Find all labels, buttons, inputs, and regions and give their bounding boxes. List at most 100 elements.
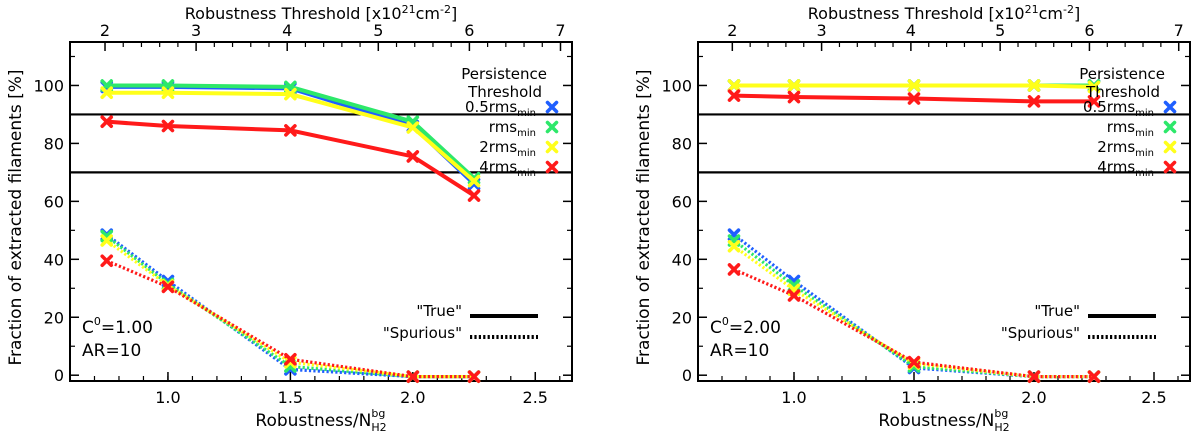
x-tick-label: 2.0 xyxy=(400,388,425,407)
spurious-point-4rms xyxy=(100,254,114,268)
true-point-2rms xyxy=(406,121,420,134)
x-axis-sup: bg xyxy=(371,407,385,420)
x-tick-label: 1.0 xyxy=(781,388,806,407)
legend-entry-0.5rms: 0.5rmsmin xyxy=(1083,98,1154,119)
true-point-2rms xyxy=(907,79,921,92)
legend-marker xyxy=(1163,140,1177,154)
annotation-c-val: =2.00 xyxy=(729,318,781,338)
top-axis-exp: 21 xyxy=(402,3,416,16)
annotation-c-sup: 0 xyxy=(94,315,101,328)
top-tick-label: 7 xyxy=(555,21,565,40)
legend-sub: min xyxy=(517,148,536,159)
legend-sub: min xyxy=(1135,108,1154,119)
y-tick-label: 60 xyxy=(44,192,64,211)
legend-entry-rms: rmsmin xyxy=(1107,118,1154,139)
legend-marker xyxy=(1163,160,1177,174)
y-tick-label: 40 xyxy=(672,250,692,269)
x-axis-sub: H2 xyxy=(371,421,386,433)
legend-title: Threshold xyxy=(467,83,542,101)
legend-sub: min xyxy=(1135,168,1154,179)
top-axis-label: Robustness Threshold [x10 xyxy=(185,4,402,23)
annotation-c-val: =1.00 xyxy=(101,318,153,338)
legend-label: 0.5rms xyxy=(1083,98,1135,116)
spurious-line-2rms xyxy=(733,244,1094,379)
annotation-c: C xyxy=(82,318,94,338)
spurious-point-2rms xyxy=(100,234,114,247)
chart-panel-2: 0 20 40 60 80 100 1.0 1.5 2.0 2.5 2 3 4 5 6 7 Robustness… xyxy=(634,3,1191,434)
top-tick-label: 2 xyxy=(727,21,737,40)
annotation-c0: C0=2.00 xyxy=(710,315,781,338)
style-legend-spurious: "Spurious" xyxy=(1001,324,1080,342)
x-tick-label: 1.5 xyxy=(901,388,926,407)
legend-title: Threshold xyxy=(1085,83,1160,101)
spurious-point-4rms xyxy=(1087,370,1101,383)
legend-label: rms xyxy=(489,118,518,136)
legend-sub: min xyxy=(517,128,536,139)
true-point-2rms xyxy=(1027,79,1041,92)
legend-marker xyxy=(1163,100,1177,114)
top-tick-label: 6 xyxy=(464,21,474,40)
true-point-4rms xyxy=(161,119,175,133)
legend-sub: min xyxy=(1135,128,1154,139)
spurious-point-4rms xyxy=(907,355,921,369)
legend-label: 2rms xyxy=(479,138,517,156)
top-tick-label: 3 xyxy=(817,21,827,40)
spurious-line-rms xyxy=(733,239,1094,379)
plot-frame xyxy=(697,41,1191,382)
legend-title: Persistence xyxy=(1079,65,1165,83)
true-point-4rms xyxy=(467,189,481,202)
spurious-point-4rms xyxy=(1027,370,1041,383)
top-axis-close: ] xyxy=(451,4,457,23)
y-tick-label: 0 xyxy=(54,366,64,385)
legend-entry-2rms: 2rmsmin xyxy=(479,138,536,159)
y-axis-title: Fraction of extracted filaments [%] xyxy=(6,70,26,366)
legend-label: 4rms xyxy=(1097,158,1135,176)
y-tick-label: 80 xyxy=(672,134,692,153)
top-axis-unit: cm xyxy=(1039,4,1063,23)
spurious-point-4rms xyxy=(787,289,801,302)
true-point-4rms xyxy=(1027,95,1041,108)
top-axis-unit-exp: -2 xyxy=(1063,3,1074,16)
spurious-point-4rms xyxy=(467,370,481,383)
x-tick-label: 1.5 xyxy=(278,388,303,407)
true-point-2rms xyxy=(727,79,741,92)
top-tick-label: 5 xyxy=(373,21,383,40)
annotation-c: C xyxy=(710,318,722,338)
legend-entry-4rms: 4rmsmin xyxy=(1097,158,1154,179)
y-tick-label: 40 xyxy=(44,250,64,269)
true-point-4rms xyxy=(1087,95,1101,108)
y-tick-label: 100 xyxy=(33,76,64,95)
legend-entry-rms: rmsmin xyxy=(489,118,536,139)
plot-frame xyxy=(69,41,573,382)
y-tick-label: 0 xyxy=(682,366,692,385)
top-tick-label: 4 xyxy=(282,21,292,40)
legend-label: 4rms xyxy=(479,158,517,176)
top-axis-title: Robustness Threshold [x1021cm-2] xyxy=(185,3,457,23)
legend-entry-0.5rms: 0.5rmsmin xyxy=(465,98,536,119)
chart-panel-1: 0 20 40 60 80 100 1.0 1.5 2.0 2.5 2 3 4 5 6 7 Robustness… xyxy=(6,3,573,434)
true-point-4rms xyxy=(787,90,801,104)
legend-sub: min xyxy=(517,168,536,179)
annotation-c0: C0=1.00 xyxy=(82,315,153,338)
true-point-4rms xyxy=(284,124,297,137)
annotation-ar: AR=10 xyxy=(710,341,769,361)
y-tick-label: 20 xyxy=(44,308,64,327)
style-legend-spurious: "Spurious" xyxy=(383,324,462,342)
x-tick-label: 2.5 xyxy=(1141,388,1166,407)
legend-entry-4rms: 4rmsmin xyxy=(479,158,536,179)
y-tick-label: 80 xyxy=(44,134,64,153)
x-axis-title: Robustness/Nbg H2 xyxy=(255,407,386,433)
x-tick-label: 1.0 xyxy=(155,388,180,407)
top-tick-label: 6 xyxy=(1084,21,1094,40)
legend-entry-2rms: 2rmsmin xyxy=(1097,138,1154,159)
top-axis-exp: 21 xyxy=(1025,3,1039,16)
true-point-2rms xyxy=(1087,80,1101,94)
true-point-2rms xyxy=(100,86,114,100)
top-tick-label: 4 xyxy=(906,21,916,40)
annotation-ar: AR=10 xyxy=(82,341,141,361)
true-point-2rms xyxy=(284,87,297,101)
legend-marker xyxy=(545,140,559,154)
true-point-4rms xyxy=(907,92,921,105)
x-axis-sub: H2 xyxy=(994,421,1009,433)
x-axis-sup: bg xyxy=(994,407,1008,420)
